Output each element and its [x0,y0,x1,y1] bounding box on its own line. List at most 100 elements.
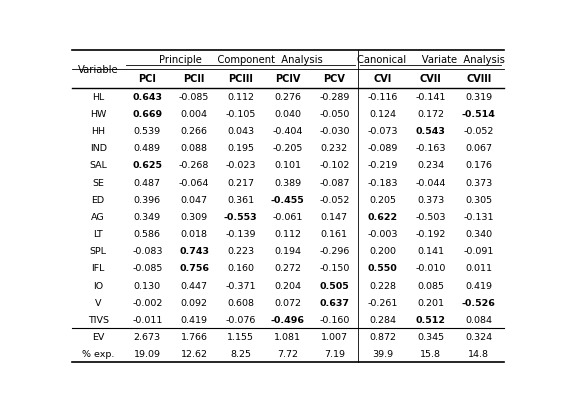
Text: -0.526: -0.526 [462,298,496,307]
Text: PCIII: PCIII [228,74,253,84]
Text: 0.195: 0.195 [227,144,254,153]
Text: 0.550: 0.550 [368,264,397,273]
Text: -0.003: -0.003 [367,229,398,238]
Text: 0.092: 0.092 [180,298,207,307]
Text: 0.160: 0.160 [227,264,254,273]
Text: CVI: CVI [373,74,392,84]
Text: Principle     Component  Analysis: Principle Component Analysis [159,55,323,65]
Text: 0.234: 0.234 [417,161,444,170]
Text: -0.404: -0.404 [273,127,303,136]
Text: CVIII: CVIII [466,74,491,84]
Text: 0.309: 0.309 [180,212,207,221]
Text: AG: AG [92,212,105,221]
Text: -0.289: -0.289 [319,92,350,101]
Text: PCV: PCV [323,74,345,84]
Text: -0.261: -0.261 [368,298,398,307]
Text: PCI: PCI [138,74,156,84]
Text: 0.389: 0.389 [274,178,301,187]
Text: -0.503: -0.503 [415,212,446,221]
Text: -0.553: -0.553 [224,212,257,221]
Text: -0.076: -0.076 [225,315,256,324]
Text: -0.163: -0.163 [415,144,446,153]
Text: 0.373: 0.373 [417,195,445,204]
Text: 0.112: 0.112 [227,92,254,101]
Text: -0.141: -0.141 [415,92,446,101]
Text: -0.160: -0.160 [319,315,350,324]
Text: 0.223: 0.223 [227,247,255,256]
Text: 0.200: 0.200 [369,247,396,256]
Text: 0.608: 0.608 [227,298,254,307]
Text: 2.673: 2.673 [134,332,161,341]
Text: -0.044: -0.044 [415,178,446,187]
Text: -0.496: -0.496 [270,315,305,324]
Text: -0.371: -0.371 [225,281,256,290]
Text: -0.131: -0.131 [464,212,494,221]
Text: 0.643: 0.643 [132,92,162,101]
Text: -0.219: -0.219 [368,161,398,170]
Text: 0.266: 0.266 [180,127,207,136]
Text: IFL: IFL [92,264,105,273]
Text: -0.064: -0.064 [179,178,209,187]
Text: CVII: CVII [420,74,442,84]
Text: -0.150: -0.150 [319,264,350,273]
Text: -0.011: -0.011 [132,315,162,324]
Text: 0.067: 0.067 [465,144,492,153]
Text: 0.176: 0.176 [465,161,492,170]
Text: 0.872: 0.872 [369,332,396,341]
Text: -0.102: -0.102 [319,161,350,170]
Text: -0.073: -0.073 [367,127,398,136]
Text: 0.539: 0.539 [134,127,161,136]
Text: 1.081: 1.081 [274,332,301,341]
Text: Variable: Variable [78,65,119,74]
Text: 0.349: 0.349 [134,212,161,221]
Text: 0.112: 0.112 [274,229,301,238]
Text: 0.669: 0.669 [132,110,162,119]
Text: 0.489: 0.489 [134,144,161,153]
Text: 0.161: 0.161 [321,229,348,238]
Text: -0.010: -0.010 [415,264,446,273]
Text: 0.345: 0.345 [417,332,444,341]
Text: 12.62: 12.62 [180,349,207,358]
Text: HL: HL [92,92,105,101]
Text: -0.050: -0.050 [319,110,350,119]
Text: 0.040: 0.040 [274,110,301,119]
Text: 0.272: 0.272 [274,264,301,273]
Text: -0.002: -0.002 [132,298,162,307]
Text: -0.023: -0.023 [225,161,256,170]
Text: 0.194: 0.194 [274,247,301,256]
Text: -0.085: -0.085 [179,92,209,101]
Text: 1.007: 1.007 [321,332,348,341]
Text: -0.192: -0.192 [415,229,446,238]
Text: 0.276: 0.276 [274,92,301,101]
Text: SAL: SAL [89,161,107,170]
Text: 0.586: 0.586 [134,229,161,238]
Text: 39.9: 39.9 [372,349,393,358]
Text: 0.201: 0.201 [417,298,444,307]
Text: -0.105: -0.105 [225,110,256,119]
Text: 7.19: 7.19 [324,349,345,358]
Text: 0.101: 0.101 [274,161,301,170]
Text: -0.139: -0.139 [225,229,256,238]
Text: 0.085: 0.085 [417,281,444,290]
Text: V: V [95,298,101,307]
Text: 0.340: 0.340 [465,229,492,238]
Text: IO: IO [93,281,103,290]
Text: 0.319: 0.319 [465,92,492,101]
Text: -0.296: -0.296 [319,247,350,256]
Text: 0.084: 0.084 [465,315,492,324]
Text: 0.361: 0.361 [227,195,255,204]
Text: 0.130: 0.130 [134,281,161,290]
Text: Canonical     Variate  Analysis: Canonical Variate Analysis [357,55,505,65]
Text: SPL: SPL [90,247,107,256]
Text: SE: SE [92,178,104,187]
Text: EV: EV [92,332,105,341]
Text: -0.089: -0.089 [368,144,398,153]
Text: ED: ED [92,195,105,204]
Text: -0.087: -0.087 [319,178,350,187]
Text: 7.72: 7.72 [277,349,298,358]
Text: -0.183: -0.183 [367,178,398,187]
Text: IND: IND [90,144,107,153]
Text: 0.622: 0.622 [368,212,397,221]
Text: 0.141: 0.141 [417,247,444,256]
Text: 0.047: 0.047 [180,195,207,204]
